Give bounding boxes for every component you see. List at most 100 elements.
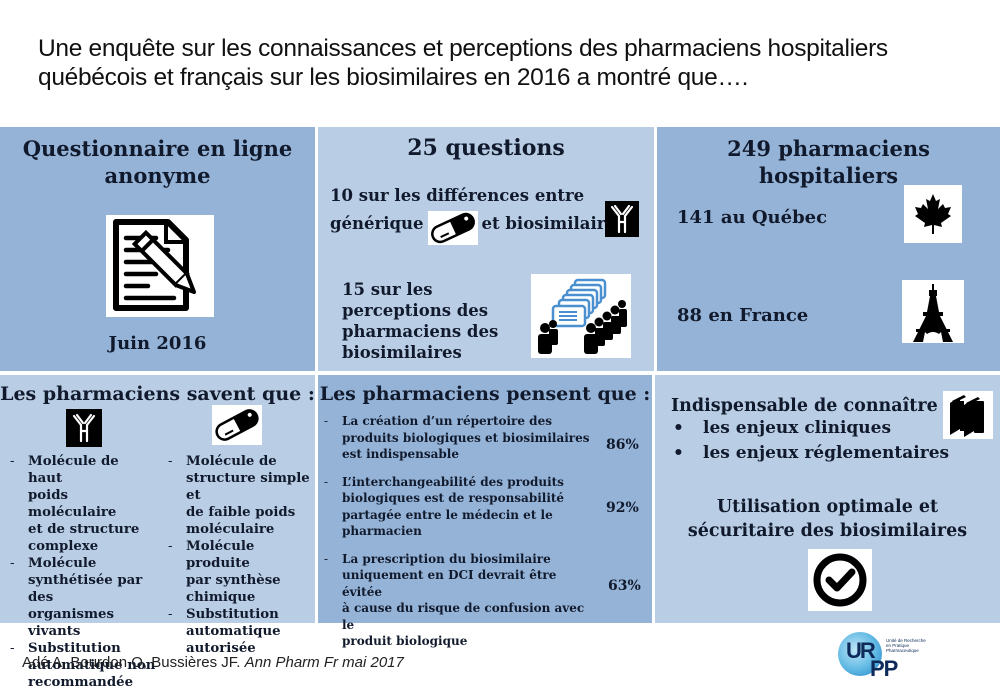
logo-subtext-line: Unité de Recherche [886, 638, 926, 643]
list-item-line: La prescription du biosimilaire [342, 551, 551, 566]
questionnaire-date: Juin 2016 [108, 333, 207, 354]
antibody-icon [605, 201, 639, 237]
logo-letters-top: UR [846, 638, 876, 663]
list-item-line: Molécule produite [186, 539, 255, 571]
logo-subtext: Unité de Recherche en Pratique Pharmaceu… [886, 638, 926, 653]
list-item-line: autorisée [186, 641, 256, 656]
list-item-line: de faible poids [186, 505, 296, 520]
questionnaire-title: Questionnaire en ligne anonyme [0, 135, 315, 189]
list-item-line: moléculaire [186, 522, 275, 537]
list-item-line: à cause du risque de confusion avec le [342, 601, 585, 632]
questions-group-2-line: 15 sur les [342, 280, 433, 299]
list-item-line: pharmacien [342, 524, 422, 538]
questionnaire-title-line-2: anonyme [104, 163, 211, 188]
bullet-item-text: les enjeux réglementaires [703, 443, 950, 463]
headline-line-2: québécois et français sur les biosimilai… [38, 64, 749, 91]
list-item-line: Molécule [28, 556, 97, 571]
list-item-line: automatique [186, 624, 281, 639]
logo-circle [838, 632, 882, 676]
checkmark-circle-icon [808, 549, 872, 611]
list-item-line: synthétisée par des [28, 573, 143, 605]
list-item-line: La création d’un répertoire des [342, 414, 552, 428]
list-item-line: Molécule de [186, 454, 277, 469]
conclusion-text: Utilisation optimale et sécuritaire des … [655, 495, 1000, 543]
bullet-item: • les enjeux cliniques [673, 418, 892, 438]
list-item-line: et de structure [28, 522, 140, 537]
pharmacists-title-line-1: 249 pharmaciens [727, 136, 930, 161]
panel-pharmacists: 249 pharmaciens hospitaliers 141 au Québ… [657, 127, 1000, 371]
document-pencil-icon [106, 215, 214, 317]
generic-facts-list: - Molécule de structure simple et de fai… [164, 453, 314, 657]
list-item: - La création d’un répertoire des produi… [324, 414, 590, 461]
citation-journal: Ann Pharm Fr mai 2017 [244, 654, 404, 671]
logo-subtext-line: en Pratique [886, 643, 910, 648]
think-title: Les pharmaciens pensent que : [319, 383, 651, 405]
biologic-facts-list: - Molécule de haut poids moléculaire et … [6, 453, 156, 691]
list-item-line: structure simple et [186, 471, 310, 503]
panel-questionnaire: Questionnaire en ligne anonyme Juin 2016 [0, 127, 315, 371]
list-item-line: complexe [28, 539, 99, 554]
headline: Une enquête sur les connaissances et per… [38, 34, 988, 92]
books-icon [943, 391, 993, 439]
list-item-line: uniquement en DCI devrait être évitée [342, 568, 557, 599]
questionnaire-title-line-1: Questionnaire en ligne [22, 136, 293, 161]
list-item: - Molécule de structure simple et de fai… [164, 453, 314, 538]
questions-group-1-word-generique: générique [330, 214, 424, 233]
conclusion-line-1: Utilisation optimale et [716, 497, 939, 517]
bullet-item: • les enjeux réglementaires [673, 443, 950, 463]
essential-title: Indispensable de connaître : [671, 396, 951, 416]
essential-bullets: • les enjeux cliniques • les enjeux réglem… [669, 416, 949, 466]
questions-group-1-line-1: 10 sur les différences entre [330, 186, 585, 205]
opinion-percentage: 86% [606, 437, 639, 453]
list-item-line: produit biologique [342, 634, 468, 648]
list-item-line: automatique non [28, 658, 156, 673]
list-item-line: chimique [186, 590, 256, 605]
panel-pharmacists-think: Les pharmaciens pensent que : - La créat… [318, 375, 652, 648]
questions-group-2: 15 sur les perceptions des pharmaciens d… [342, 279, 498, 363]
count-quebec: 141 au Québec [677, 207, 828, 228]
list-item-line: biologiques est de responsabilité [342, 491, 565, 505]
conclusion-line-2: sécuritaire des biosimilaires [687, 521, 968, 541]
discussion-crowd-icon [531, 274, 631, 358]
urpp-logo: UR PP Unité de Recherche en Pratique Pha… [838, 628, 978, 684]
list-item-line: produits biologiques et biosimilaires [342, 430, 590, 445]
panel-questions: 25 questions 10 sur les différences entr… [318, 127, 654, 371]
logo-subtext-line: Pharmaceutique [886, 648, 919, 653]
list-item-line: Molécule de haut [28, 454, 119, 486]
list-item-line: poids moléculaire [28, 488, 117, 520]
list-item-line: organismes vivants [28, 607, 115, 639]
list-item: - La prescription du biosimilaire unique… [320, 551, 590, 650]
eiffel-tower-icon [902, 280, 964, 343]
panel-essential: Indispensable de connaître : • les enjeux… [655, 375, 1000, 623]
bullet-item-text: les enjeux cliniques [703, 418, 892, 438]
list-item-line: est indispensable [342, 447, 459, 461]
citation-authors: Adé A, Bourdon O, Bussières JF. [22, 654, 245, 671]
list-item: - Substitution automatique non recommand… [10, 641, 156, 690]
headline-line-1: Une enquête sur les connaissances et per… [38, 35, 888, 62]
pharmacists-title: 249 pharmaciens hospitaliers [657, 135, 1000, 189]
questions-group-1-word-biosimilaire: et biosimilaire [481, 214, 616, 233]
count-france: 88 en France [677, 305, 809, 326]
list-item-line: par synthèse [186, 573, 281, 588]
list-item-line: L’interchangeabilité des produits [342, 474, 564, 489]
list-item: - L’interchangeabilité des produits biol… [320, 474, 590, 540]
opinion-percentage: 63% [608, 578, 641, 594]
list-item-line: partagée entre le médecin et le [342, 507, 553, 522]
capsule-icon [212, 405, 262, 445]
pharmacists-title-line-2: hospitaliers [758, 163, 899, 188]
questions-group-2-line: biosimilaires [342, 343, 462, 362]
list-item-line: Substitution [186, 607, 279, 622]
opinion-percentage: 92% [606, 500, 639, 516]
list-item: - Molécule synthétisée par des organisme… [6, 555, 156, 640]
citation: Adé A, Bourdon O, Bussières JF. Ann Phar… [22, 654, 404, 671]
list-item: - Substitution automatique autorisée [164, 606, 314, 657]
panel-pharmacists-know: Les pharmaciens savent que : - Molécule … [0, 375, 315, 690]
questions-group-2-line: perceptions des [342, 301, 489, 320]
maple-leaf-icon [904, 185, 962, 243]
list-item-line: recommandée [28, 675, 134, 690]
logo-letters-bottom: PP [870, 656, 898, 681]
questions-group-2-line: pharmaciens des [342, 322, 499, 341]
questions-title: 25 questions [407, 135, 565, 161]
capsule-icon [427, 211, 478, 245]
opinions-list: - La création d’un répertoire des produi… [320, 413, 590, 650]
